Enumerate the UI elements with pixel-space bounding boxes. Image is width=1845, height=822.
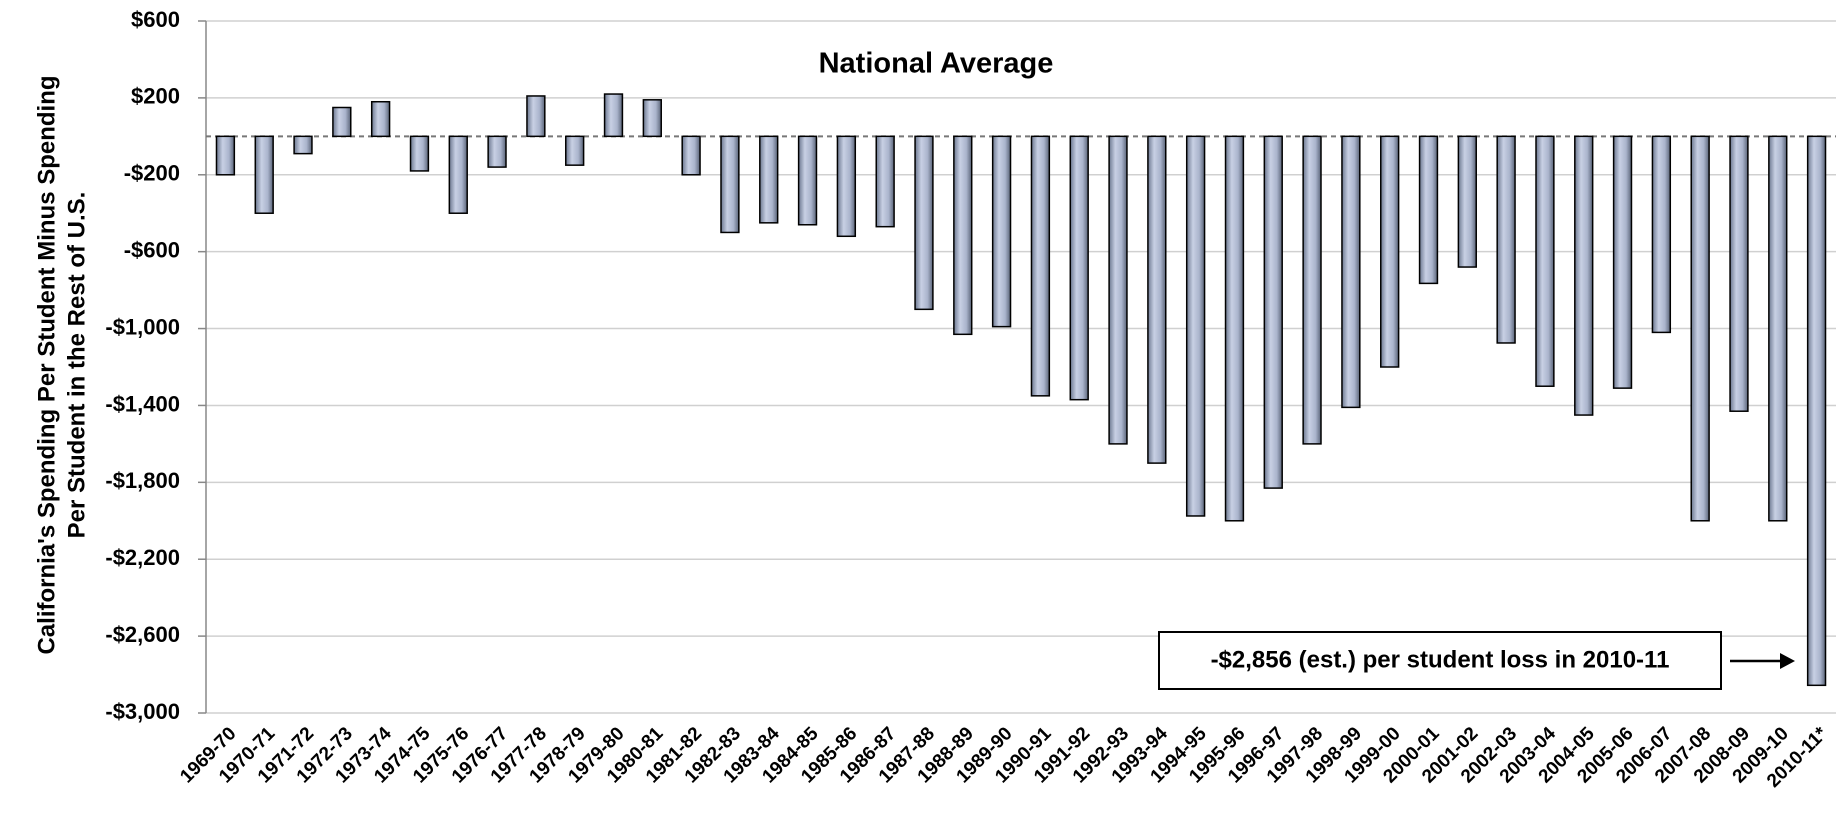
bar <box>836 135 857 238</box>
y-tick-label: -$600 <box>124 237 180 262</box>
bar <box>1690 135 1710 522</box>
bar <box>1574 135 1594 416</box>
bar <box>1069 135 1089 401</box>
bar <box>526 95 546 138</box>
bar <box>565 135 585 166</box>
y-tick-label: -$1,800 <box>105 468 180 493</box>
bar <box>603 93 624 138</box>
bar <box>953 135 973 336</box>
bar <box>487 135 507 168</box>
bar <box>1496 135 1516 344</box>
bar <box>759 135 779 224</box>
bar <box>1729 135 1749 412</box>
bar <box>1768 135 1788 522</box>
y-label-line: California's Spending Per Student Minus … <box>33 75 60 654</box>
bar <box>1380 135 1400 368</box>
y-tick-label: -$200 <box>124 161 180 186</box>
y-tick-label: $600 <box>131 7 180 32</box>
bar <box>1651 135 1672 334</box>
bar <box>370 100 391 138</box>
bar <box>914 135 934 311</box>
y-tick-label: -$1,000 <box>105 314 180 339</box>
bar <box>1535 135 1555 387</box>
annotation-arrow <box>1730 653 1795 669</box>
bar <box>1224 135 1245 522</box>
annotation-box <box>1158 631 1722 690</box>
bars <box>215 93 1827 687</box>
grid <box>198 20 1836 714</box>
bar <box>1030 135 1051 397</box>
bar <box>991 135 1012 328</box>
bar <box>215 135 236 176</box>
bar <box>409 135 430 172</box>
bar <box>681 135 701 176</box>
bar <box>1341 135 1361 409</box>
bar <box>720 135 740 234</box>
bar <box>1418 135 1439 285</box>
bar <box>1147 135 1167 464</box>
bar <box>1457 135 1477 268</box>
y-tick-label: $200 <box>131 84 180 109</box>
bar <box>448 135 468 214</box>
bar <box>642 99 662 138</box>
annotation: -$2,856 (est.) per student loss in 2010-… <box>1211 646 1670 673</box>
bar <box>1108 135 1128 445</box>
bar <box>1263 135 1283 489</box>
bar <box>797 135 818 226</box>
bar <box>293 135 313 155</box>
bar <box>875 135 895 228</box>
y-tick-label: -$1,400 <box>105 391 180 416</box>
y-tick-label: -$2,600 <box>105 622 180 647</box>
y-tick-label: -$2,200 <box>105 545 180 570</box>
chart-title: National Average <box>819 48 1054 80</box>
y-axis-label: California's Spending Per Student Minus … <box>33 75 90 654</box>
bar <box>1806 135 1827 687</box>
bar <box>332 106 352 138</box>
bar <box>1185 135 1206 517</box>
bar <box>1612 135 1633 389</box>
y-label-line: Per Student in the Rest of U.S. <box>63 192 90 539</box>
bar <box>1302 135 1322 445</box>
y-tick-label: -$3,000 <box>105 699 180 724</box>
bar <box>254 135 274 214</box>
